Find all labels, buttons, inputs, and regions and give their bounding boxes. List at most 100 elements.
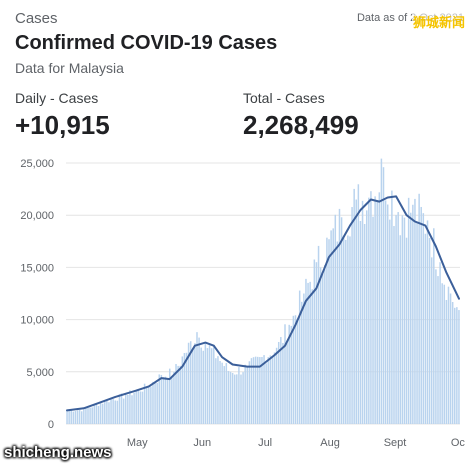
daily-case-bar bbox=[87, 407, 89, 424]
daily-case-bar bbox=[254, 356, 257, 424]
daily-case-bar bbox=[384, 200, 387, 424]
daily-case-bar bbox=[156, 382, 158, 424]
daily-case-bar bbox=[389, 219, 391, 424]
daily-case-bar bbox=[227, 370, 230, 424]
daily-case-bar bbox=[213, 345, 215, 424]
daily-case-bar bbox=[160, 374, 163, 424]
daily-case-bar bbox=[280, 337, 282, 424]
daily-case-bar bbox=[223, 366, 225, 424]
daily-case-bar bbox=[319, 267, 322, 424]
daily-case-bar bbox=[259, 357, 261, 424]
daily-case-bar bbox=[420, 206, 422, 424]
daily-case-bar bbox=[414, 198, 416, 424]
daily-case-bar bbox=[177, 365, 179, 424]
daily-case-bar bbox=[403, 217, 406, 424]
daily-case-bar bbox=[351, 207, 353, 424]
daily-case-bar bbox=[231, 372, 234, 424]
x-tick-label: Jun bbox=[193, 437, 211, 449]
daily-case-bar bbox=[428, 237, 431, 424]
daily-case-bar bbox=[194, 343, 196, 424]
daily-case-bar bbox=[296, 320, 299, 424]
daily-case-bar bbox=[437, 276, 439, 424]
daily-case-bar bbox=[454, 307, 456, 424]
daily-case-bar bbox=[112, 399, 114, 424]
daily-case-bar bbox=[399, 235, 402, 424]
daily-case-bar bbox=[106, 399, 108, 424]
y-tick-label: 25,000 bbox=[20, 158, 54, 170]
daily-case-bar bbox=[225, 363, 228, 424]
daily-case-bar bbox=[72, 411, 75, 424]
page-subtitle: Data for Malaysia bbox=[15, 60, 124, 76]
daily-case-bar bbox=[288, 324, 290, 424]
daily-case-bar bbox=[171, 376, 173, 424]
daily-case-bar bbox=[330, 230, 332, 424]
daily-case-bar bbox=[215, 358, 217, 424]
daily-case-bar bbox=[257, 356, 259, 424]
daily-case-bar bbox=[368, 197, 370, 424]
daily-case-bar bbox=[80, 411, 83, 424]
daily-case-bar bbox=[277, 341, 280, 424]
daily-case-bar bbox=[127, 394, 129, 424]
daily-case-bar bbox=[104, 401, 106, 424]
daily-case-bar bbox=[263, 355, 265, 424]
daily-case-bar bbox=[447, 286, 450, 424]
daily-case-bar bbox=[412, 204, 414, 424]
daily-case-bar bbox=[143, 383, 146, 424]
daily-case-bar bbox=[342, 235, 345, 424]
daily-case-bar bbox=[192, 348, 194, 424]
daily-case-bar bbox=[76, 410, 79, 424]
daily-case-bar bbox=[338, 208, 341, 424]
daily-case-bar bbox=[336, 241, 339, 424]
daily-case-bar bbox=[357, 184, 360, 424]
x-tick-label: Jul bbox=[258, 437, 272, 449]
daily-cases-value: +10,915 bbox=[15, 110, 110, 140]
daily-case-bar bbox=[393, 226, 395, 424]
daily-case-bar bbox=[294, 315, 297, 424]
daily-case-bar bbox=[248, 361, 251, 424]
daily-case-bar bbox=[267, 357, 269, 424]
daily-case-bar bbox=[141, 391, 144, 424]
daily-case-bar bbox=[334, 214, 337, 424]
daily-case-bar bbox=[282, 342, 284, 424]
daily-case-bar bbox=[426, 220, 429, 424]
daily-case-bar bbox=[305, 278, 307, 424]
daily-case-bar bbox=[179, 365, 181, 424]
daily-case-bar bbox=[313, 259, 316, 424]
daily-case-bar bbox=[91, 407, 93, 424]
daily-case-bar bbox=[372, 216, 374, 424]
daily-case-bar bbox=[152, 381, 154, 424]
daily-case-bar bbox=[200, 347, 202, 424]
y-tick-label: 20,000 bbox=[20, 210, 54, 222]
daily-case-bar bbox=[347, 235, 349, 424]
daily-case-bar bbox=[284, 324, 286, 424]
y-tick-label: 0 bbox=[48, 419, 54, 431]
daily-case-bar bbox=[164, 376, 167, 424]
daily-case-bar bbox=[181, 356, 184, 424]
daily-case-bar bbox=[129, 390, 131, 424]
total-cases-label: Total - Cases bbox=[243, 90, 325, 106]
daily-case-bar bbox=[208, 345, 211, 424]
daily-case-bar bbox=[229, 371, 232, 424]
daily-case-bar bbox=[244, 364, 246, 424]
daily-case-bar bbox=[422, 213, 425, 424]
daily-case-bar bbox=[183, 353, 186, 424]
daily-case-bar bbox=[456, 307, 458, 424]
daily-case-bar bbox=[397, 212, 399, 424]
x-tick-label: Aug bbox=[320, 437, 340, 449]
daily-case-bar bbox=[290, 325, 293, 424]
daily-case-bar bbox=[271, 356, 274, 424]
daily-case-bar bbox=[139, 391, 142, 424]
daily-case-bar bbox=[449, 293, 452, 424]
watermark-site-bottom: shicheng.news bbox=[4, 444, 112, 461]
daily-case-bar bbox=[407, 197, 410, 424]
daily-case-bar bbox=[162, 377, 165, 424]
daily-case-bar bbox=[110, 399, 112, 424]
daily-case-bar bbox=[328, 239, 330, 424]
daily-case-bar bbox=[168, 368, 171, 424]
daily-case-bar bbox=[365, 210, 368, 424]
daily-case-bar bbox=[424, 233, 427, 424]
daily-case-bar bbox=[303, 293, 305, 424]
daily-case-bar bbox=[124, 394, 127, 424]
daily-case-bar bbox=[315, 262, 318, 424]
breadcrumb[interactable]: Cases bbox=[15, 10, 58, 27]
